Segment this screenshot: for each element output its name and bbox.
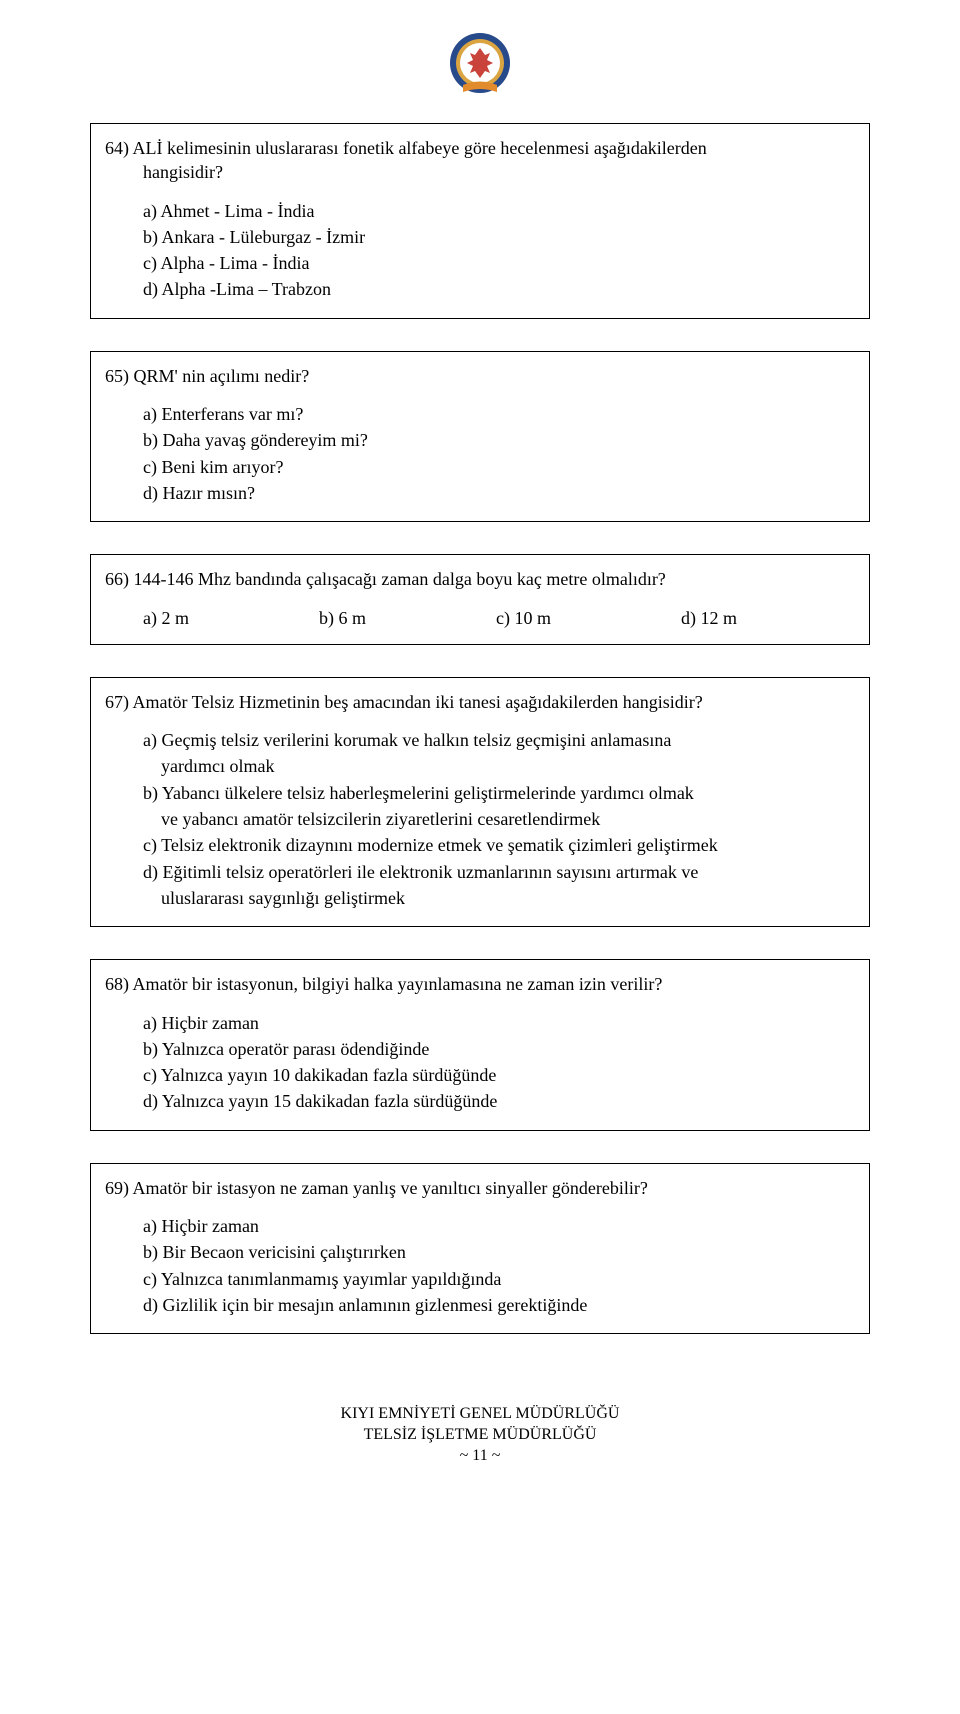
option-c: c) Yalnızca yayın 10 dakikadan fazla sür… — [105, 1063, 855, 1087]
header-logo-wrap — [90, 30, 870, 105]
option-a: a) Hiçbir zaman — [105, 1011, 855, 1035]
option-c-line1: c) Telsiz elektronik dizaynını modernize… — [105, 833, 855, 857]
options-row: a) 2 m b) 6 m c) 10 m d) 12 m — [105, 606, 855, 630]
question-68: 68) Amatör bir istasyonun, bilgiyi halka… — [90, 959, 870, 1130]
footer-line1: KIYI EMNİYETİ GENEL MÜDÜRLÜĞÜ — [90, 1404, 870, 1425]
option-c: c) Beni kim arıyor? — [105, 455, 855, 479]
option-a: a) Enterferans var mı? — [105, 402, 855, 426]
question-text: ALİ kelimesinin uluslararası fonetik alf… — [133, 138, 707, 158]
footer-page: ~ 11 ~ — [90, 1446, 870, 1467]
option-d-line2: uluslararası saygınlığı geliştirmek — [105, 886, 855, 910]
option-b: b) Yalnızca operatör parası ödendiğinde — [105, 1037, 855, 1061]
question-number: 69) — [105, 1178, 129, 1198]
question-stem: 65) QRM' nin açılımı nedir? — [105, 364, 855, 388]
question-stem: 67) Amatör Telsiz Hizmetinin beş amacınd… — [105, 690, 855, 714]
option-b: b) Daha yavaş göndereyim mi? — [105, 428, 855, 452]
question-number: 64) — [105, 138, 129, 158]
option-d: d) Yalnızca yayın 15 dakikadan fazla sür… — [105, 1089, 855, 1113]
question-text: Amatör Telsiz Hizmetinin beş amacından i… — [133, 692, 703, 712]
option-b: b) Bir Becaon vericisini çalıştırırken — [105, 1240, 855, 1264]
footer-line2: TELSİZ İŞLETME MÜDÜRLÜĞÜ — [90, 1425, 870, 1446]
option-a-line2: yardımcı olmak — [105, 754, 855, 778]
option-b-line1: b) Yabancı ülkelere telsiz haberleşmeler… — [105, 781, 855, 805]
question-69: 69) Amatör bir istasyon ne zaman yanlış … — [90, 1163, 870, 1334]
option-d: d) 12 m — [681, 606, 737, 630]
option-a: a) 2 m — [143, 606, 189, 630]
option-c: c) Alpha - Lima - İndia — [105, 251, 855, 275]
question-text: 144-146 Mhz bandında çalışacağı zaman da… — [134, 569, 666, 589]
question-number: 68) — [105, 974, 129, 994]
question-stem: 69) Amatör bir istasyon ne zaman yanlış … — [105, 1176, 855, 1200]
question-stem: 66) 144-146 Mhz bandında çalışacağı zama… — [105, 567, 855, 591]
option-b: b) Ankara - Lüleburgaz - İzmir — [105, 225, 855, 249]
option-a: a) Hiçbir zaman — [105, 1214, 855, 1238]
question-number: 66) — [105, 569, 129, 589]
question-66: 66) 144-146 Mhz bandında çalışacağı zama… — [90, 554, 870, 645]
question-number: 67) — [105, 692, 129, 712]
option-a-line1: a) Geçmiş telsiz verilerini korumak ve h… — [105, 728, 855, 752]
question-65: 65) QRM' nin açılımı nedir? a) Enterfera… — [90, 351, 870, 522]
option-b: b) 6 m — [319, 606, 366, 630]
option-d-line1: d) Eğitimli telsiz operatörleri ile elek… — [105, 860, 855, 884]
page-footer: KIYI EMNİYETİ GENEL MÜDÜRLÜĞÜ TELSİZ İŞL… — [90, 1404, 870, 1466]
option-d: d) Hazır mısın? — [105, 481, 855, 505]
option-c: c) Yalnızca tanımlanmamış yayımlar yapıl… — [105, 1267, 855, 1291]
question-67: 67) Amatör Telsiz Hizmetinin beş amacınd… — [90, 677, 870, 927]
question-text: Amatör bir istasyonun, bilgiyi halka yay… — [133, 974, 663, 994]
question-text: Amatör bir istasyon ne zaman yanlış ve y… — [133, 1178, 648, 1198]
option-d: d) Gizlilik için bir mesajın anlamının g… — [105, 1293, 855, 1317]
logo-icon — [445, 30, 515, 100]
page: 64) ALİ kelimesinin uluslararası fonetik… — [0, 0, 960, 1507]
option-b-line2: ve yabancı amatör telsizcilerin ziyaretl… — [105, 807, 855, 831]
question-64: 64) ALİ kelimesinin uluslararası fonetik… — [90, 123, 870, 319]
option-a: a) Ahmet - Lima - İndia — [105, 199, 855, 223]
option-d: d) Alpha -Lima – Trabzon — [105, 277, 855, 301]
option-c: c) 10 m — [496, 606, 551, 630]
question-text: QRM' nin açılımı nedir? — [134, 366, 310, 386]
question-text-cont: hangisidir? — [105, 160, 855, 184]
question-stem: 64) ALİ kelimesinin uluslararası fonetik… — [105, 136, 855, 185]
question-stem: 68) Amatör bir istasyonun, bilgiyi halka… — [105, 972, 855, 996]
question-number: 65) — [105, 366, 129, 386]
